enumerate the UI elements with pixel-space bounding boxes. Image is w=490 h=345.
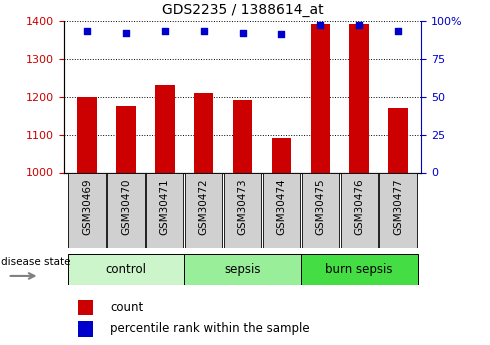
Text: count: count: [110, 301, 144, 314]
Bar: [116, 106, 136, 172]
Text: GSM30471: GSM30471: [160, 179, 170, 235]
Bar: [311, 24, 330, 172]
Point: [161, 29, 169, 34]
Title: GDS2235 / 1388614_at: GDS2235 / 1388614_at: [162, 3, 323, 17]
Point: [83, 29, 91, 34]
Bar: [78, 299, 93, 315]
Bar: [349, 24, 369, 172]
Bar: [155, 85, 174, 172]
Point: [355, 22, 363, 28]
Bar: [263, 172, 300, 248]
Bar: [146, 172, 183, 248]
Point: [394, 29, 402, 34]
Point: [317, 22, 324, 28]
Bar: [379, 172, 416, 248]
Text: GSM30476: GSM30476: [354, 179, 364, 235]
Text: GSM30477: GSM30477: [393, 179, 403, 235]
Bar: [69, 172, 106, 248]
Text: GSM30472: GSM30472: [198, 179, 209, 235]
Point: [239, 30, 246, 36]
Bar: [389, 108, 408, 172]
Bar: [77, 97, 97, 172]
Text: GSM30475: GSM30475: [315, 179, 325, 235]
Text: GSM30473: GSM30473: [238, 179, 247, 235]
Text: GSM30470: GSM30470: [121, 179, 131, 235]
Text: control: control: [105, 263, 147, 276]
Point: [122, 30, 130, 36]
Bar: [272, 138, 291, 172]
Bar: [341, 172, 378, 248]
Text: GSM30474: GSM30474: [276, 179, 287, 235]
Bar: [184, 254, 301, 285]
Text: GSM30469: GSM30469: [82, 179, 92, 235]
Text: disease state: disease state: [1, 257, 71, 267]
Text: sepsis: sepsis: [224, 263, 261, 276]
Text: percentile rank within the sample: percentile rank within the sample: [110, 323, 310, 335]
Bar: [68, 254, 184, 285]
Bar: [301, 254, 417, 285]
Bar: [233, 100, 252, 172]
Bar: [107, 172, 145, 248]
Bar: [185, 172, 222, 248]
Point: [277, 32, 285, 37]
Bar: [224, 172, 261, 248]
Bar: [78, 321, 93, 337]
Bar: [302, 172, 339, 248]
Point: [200, 29, 208, 34]
Bar: [194, 93, 213, 172]
Text: burn sepsis: burn sepsis: [325, 263, 393, 276]
